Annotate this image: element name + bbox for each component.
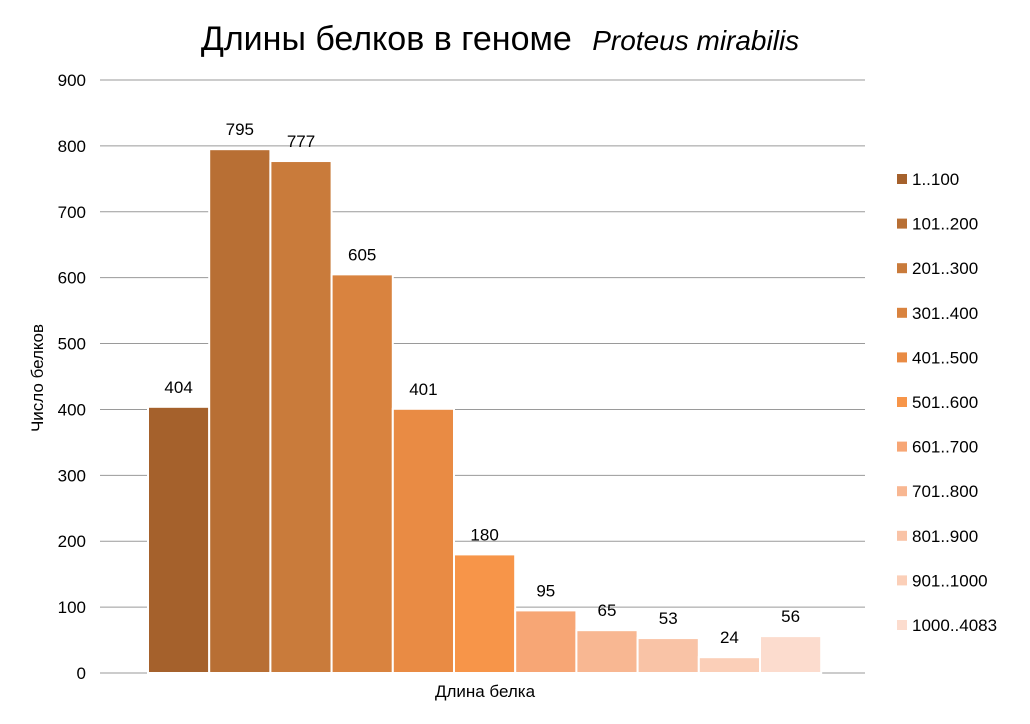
y-tick-label: 700 — [58, 203, 86, 222]
chart-title-species: Proteus mirabilis — [592, 25, 799, 56]
y-tick-label: 500 — [58, 335, 86, 354]
legend-label: 201..300 — [912, 259, 978, 278]
legend-swatch — [897, 530, 907, 541]
bar-301..400 — [330, 273, 394, 674]
data-label: 404 — [164, 378, 192, 397]
data-label: 53 — [659, 609, 678, 628]
y-tick-label: 900 — [58, 71, 86, 90]
bar-401..500 — [391, 407, 455, 674]
y-tick-label: 0 — [77, 664, 86, 683]
bar-1..100 — [147, 405, 211, 674]
legend-label: 501..600 — [912, 393, 978, 412]
y-tick-label: 100 — [58, 598, 86, 617]
bar-901..1000 — [697, 656, 761, 674]
data-label: 605 — [348, 245, 376, 264]
data-label: 65 — [598, 601, 617, 620]
bar-601..700 — [514, 609, 578, 675]
y-tick-label: 600 — [58, 269, 86, 288]
legend-swatch — [897, 263, 907, 274]
legend-label: 401..500 — [912, 348, 978, 367]
data-label: 95 — [536, 581, 555, 600]
legend-swatch — [897, 174, 907, 184]
y-axis-title: Число белков — [28, 324, 47, 432]
legend-swatch — [897, 218, 907, 229]
bar-701..800 — [575, 629, 639, 675]
data-label: 401 — [409, 380, 437, 399]
chart-title: Длины белков в геноме Proteus mirabilis — [201, 20, 799, 58]
legend-swatch — [897, 397, 907, 407]
legend-swatch — [897, 441, 907, 452]
legend-swatch — [897, 575, 907, 586]
y-tick-label: 300 — [58, 466, 86, 485]
bars — [147, 148, 823, 675]
y-tick-label: 800 — [58, 137, 86, 156]
legend-label: 701..800 — [912, 482, 978, 501]
bar-501..600 — [453, 553, 517, 675]
y-tick-label: 400 — [58, 400, 86, 419]
data-label: 24 — [720, 628, 739, 647]
legend-swatch — [897, 307, 907, 318]
data-label: 795 — [226, 120, 254, 139]
data-label: 56 — [781, 607, 800, 626]
legend-label: 301..400 — [912, 304, 978, 323]
legend-label: 101..200 — [912, 215, 978, 234]
legend-label: 801..900 — [912, 527, 978, 546]
bar-201..300 — [269, 160, 333, 674]
legend-label: 1..100 — [912, 170, 959, 189]
data-labels: 404 795 777 605 401 180 95 65 53 24 56 — [164, 120, 800, 647]
bar-101..200 — [208, 148, 272, 674]
legend-swatch — [897, 352, 907, 363]
y-tick-label: 200 — [58, 532, 86, 551]
legend-swatch — [897, 620, 907, 630]
legend-label: 901..1000 — [912, 571, 988, 590]
x-axis-title: Длина белка — [435, 682, 536, 701]
data-label: 180 — [470, 525, 498, 544]
legend-label: 601..700 — [912, 438, 978, 457]
bar-1000..4083 — [759, 635, 823, 675]
legend: 1..100 101..200 201..300 301..400 401..500 50… — [897, 170, 997, 635]
bar-801..900 — [636, 637, 700, 675]
legend-swatch — [897, 486, 907, 497]
y-axis-ticks: 0 100 200 300 400 500 600 700 800 900 — [58, 71, 86, 683]
chart-title-main: Длины белков в геноме — [201, 20, 572, 58]
data-label: 777 — [287, 132, 315, 151]
legend-label: 1000..4083 — [912, 616, 997, 635]
